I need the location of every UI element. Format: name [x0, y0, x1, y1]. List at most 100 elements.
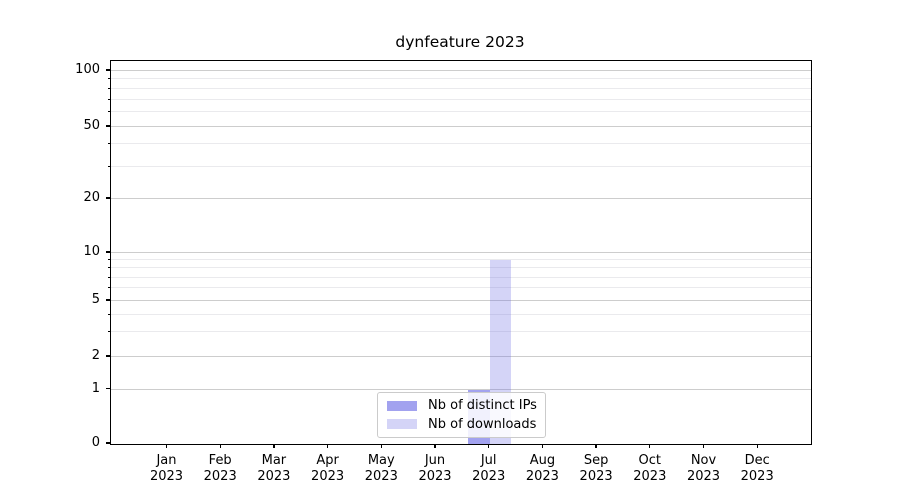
x-tick-month: Apr	[316, 453, 339, 468]
minor-gridline	[111, 259, 811, 261]
y-tick-label: 5	[91, 292, 100, 308]
y-minor-tick	[107, 331, 110, 333]
y-minor-tick	[107, 78, 110, 80]
x-tick-year: 2023	[472, 468, 506, 484]
x-tick-month: Feb	[208, 453, 232, 468]
major-gridline	[111, 356, 811, 358]
y-major-tick	[105, 125, 110, 127]
x-tick	[756, 444, 758, 448]
y-tick-label: 50	[83, 117, 100, 133]
x-tick-label: Feb 2023	[192, 453, 248, 484]
y-minor-tick	[107, 287, 110, 289]
x-tick-month: Oct	[638, 453, 662, 468]
y-major-tick	[105, 355, 110, 357]
minor-gridline	[111, 313, 811, 315]
minor-gridline	[111, 166, 811, 168]
minor-gridline	[111, 267, 811, 269]
x-tick	[380, 444, 382, 448]
x-tick-label: Dec 2023	[729, 453, 785, 484]
x-tick	[649, 444, 651, 448]
x-tick-year: 2023	[686, 468, 721, 484]
x-tick-label: Apr 2023	[300, 453, 356, 484]
x-tick-label: Jan 2023	[139, 453, 195, 484]
y-minor-tick	[107, 143, 110, 145]
x-tick	[165, 444, 168, 448]
legend-label-distinct-ips: Nb of distinct IPs	[428, 398, 537, 414]
legend-swatch-downloads	[387, 419, 417, 430]
x-tick-month: Dec	[744, 453, 770, 468]
x-tick-label: Jul 2023	[461, 453, 517, 484]
major-gridline	[111, 388, 811, 390]
x-tick-year: 2023	[633, 468, 667, 484]
y-minor-tick	[107, 276, 110, 278]
minor-gridline	[111, 276, 811, 278]
y-tick-label: 1	[91, 380, 100, 396]
x-tick-month: Mar	[261, 453, 287, 468]
x-tick-year: 2023	[149, 468, 184, 484]
x-tick-year: 2023	[364, 468, 398, 484]
y-minor-tick	[107, 98, 110, 100]
y-major-tick	[105, 69, 110, 71]
x-tick	[595, 444, 597, 448]
x-tick	[541, 444, 544, 448]
x-tick-year: 2023	[311, 468, 345, 484]
y-minor-tick	[107, 111, 110, 113]
y-minor-tick	[107, 166, 110, 168]
y-tick-label: 20	[83, 189, 100, 205]
legend-item-downloads: Nb of downloads	[387, 417, 536, 432]
x-tick-year: 2023	[740, 468, 774, 484]
major-gridline	[111, 125, 811, 127]
y-minor-tick	[107, 267, 110, 269]
x-tick-month: Jul	[480, 453, 497, 468]
y-major-tick	[105, 387, 110, 390]
y-minor-tick	[107, 259, 110, 261]
legend-item-distinct-ips: Nb of distinct IPs	[387, 398, 537, 414]
x-tick-month: Nov	[690, 453, 717, 468]
legend: Nb of distinct IPs Nb of downloads	[377, 392, 546, 438]
major-gridline	[111, 69, 811, 71]
chart-title: dynfeature 2023	[395, 33, 525, 51]
x-tick-month: Jun	[424, 453, 446, 468]
y-tick-label: 0	[91, 435, 100, 450]
x-tick-year: 2023	[579, 468, 613, 484]
minor-gridline	[111, 87, 811, 89]
y-major-tick	[105, 197, 110, 199]
y-tick-label: 10	[83, 243, 100, 259]
legend-label-downloads: Nb of downloads	[428, 416, 537, 432]
x-tick	[488, 444, 490, 448]
x-tick-label: Nov 2023	[676, 453, 732, 484]
x-tick-month: Jan	[156, 453, 177, 468]
x-tick-label: Sep 2023	[568, 453, 624, 484]
minor-gridline	[111, 331, 811, 333]
x-tick	[326, 444, 329, 448]
major-gridline	[111, 197, 811, 199]
x-tick-month: May	[367, 453, 395, 468]
minor-gridline	[111, 111, 811, 113]
x-tick-label: Oct 2023	[622, 453, 678, 484]
major-gridline	[111, 251, 811, 253]
x-tick-label: Aug 2023	[514, 453, 570, 484]
y-major-tick	[105, 299, 110, 301]
x-tick	[273, 444, 275, 448]
minor-gridline	[111, 98, 811, 100]
x-tick-year: 2023	[257, 468, 291, 484]
x-tick-label: Jun 2023	[407, 453, 463, 484]
x-tick	[702, 444, 705, 448]
x-tick-month: Aug	[529, 453, 556, 468]
plot-area	[110, 60, 812, 445]
x-tick-year: 2023	[418, 468, 452, 484]
x-tick-year: 2023	[525, 468, 559, 484]
minor-gridline	[111, 287, 811, 289]
x-tick-label: Mar 2023	[246, 453, 302, 484]
y-major-tick	[105, 251, 110, 253]
x-tick	[434, 444, 436, 448]
y-minor-tick	[107, 87, 110, 89]
major-gridline	[111, 300, 811, 302]
minor-gridline	[111, 143, 811, 145]
y-tick-label: 2	[91, 348, 100, 364]
x-tick-label: May 2023	[353, 453, 409, 484]
x-tick	[219, 444, 221, 448]
minor-gridline	[111, 78, 811, 80]
x-tick-year: 2023	[203, 468, 237, 484]
